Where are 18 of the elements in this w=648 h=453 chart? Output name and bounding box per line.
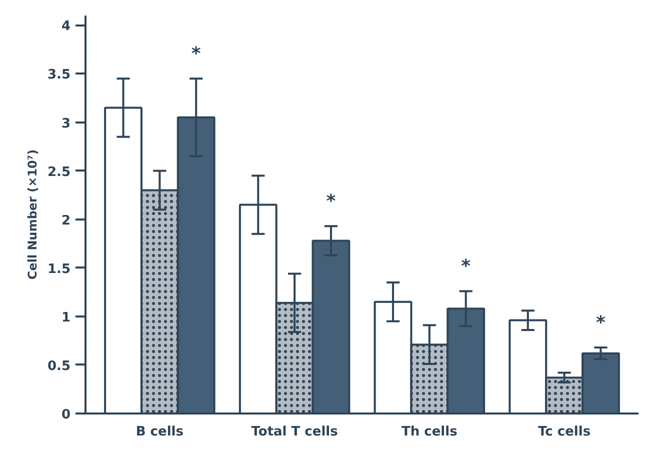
y-tick-label: 0	[61, 408, 70, 422]
annotation: *	[326, 191, 336, 212]
y-tick-label: 4	[61, 19, 70, 34]
x-tick-label: Tc cells	[538, 424, 591, 440]
annotation: *	[191, 44, 202, 65]
y-tick-label: 0.5	[47, 358, 70, 374]
y-axis-title: Cell Number (×10⁷)	[25, 149, 40, 280]
x-tick-label: Total T cells	[251, 424, 338, 440]
y-tick-label: 3	[61, 116, 70, 132]
annotation: *	[461, 256, 472, 278]
annotation: *	[596, 312, 606, 334]
x-tick-label: B cells	[136, 424, 184, 440]
y-tick-label: 2	[61, 213, 70, 228]
x-tick-label: Th cells	[402, 424, 458, 440]
y-tick-label: 2.5	[47, 164, 70, 180]
y-tick-label: 3.5	[47, 68, 70, 83]
y-tick-label: 1.5	[47, 262, 70, 277]
y-tick-label: 1	[61, 310, 70, 326]
